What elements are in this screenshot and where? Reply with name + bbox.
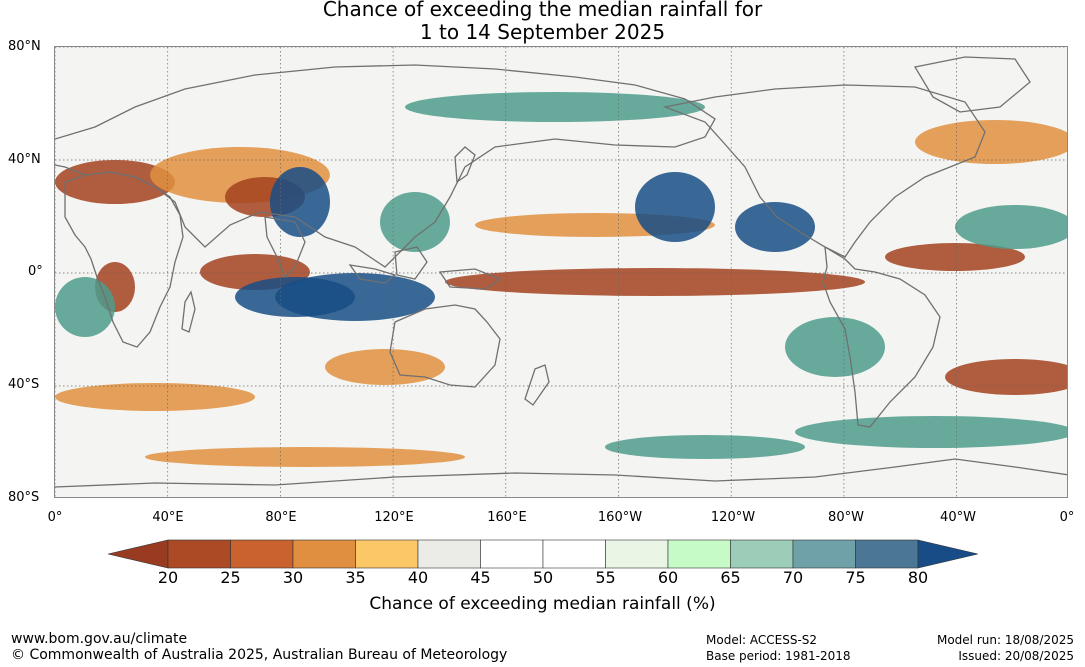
issued-date: Issued: 20/08/2025 [958, 649, 1074, 663]
antarctica-coastline [55, 458, 1067, 488]
lon-label-160e: 160°E [487, 510, 527, 525]
lon-label-40w: 40°W [940, 510, 976, 525]
colorbar-segment [292, 539, 356, 569]
lon-label-80e: 80°E [265, 510, 297, 525]
map-title-line-2: 1 to 14 September 2025 [419, 20, 666, 44]
mexico-wet-region [735, 202, 815, 252]
colorbar-segment [417, 539, 481, 569]
gulf-guinea-wet-region [55, 277, 115, 337]
colorbar-high-arrow [917, 539, 978, 569]
lon-label-160w: 160°W [597, 510, 643, 525]
colorbar-segment [542, 539, 606, 569]
colorbar-tick-label: 60 [657, 568, 679, 587]
se-asia-wet-region [380, 192, 450, 252]
north-america-coastline [662, 84, 986, 258]
colorbar-segment [792, 539, 856, 569]
new-zealand-coastline [524, 364, 550, 406]
rainfall-probability-field [55, 47, 1067, 497]
lon-label-120e: 120°E [374, 510, 414, 525]
australia-coastline [389, 304, 501, 388]
colorbar-tick-label: 55 [595, 568, 616, 587]
antarctic-wet-region [605, 435, 805, 459]
south-america-coastline [822, 245, 941, 428]
west-atlantic-wet-region [955, 205, 1067, 249]
model-run-date: Model run: 18/08/2025 [936, 633, 1074, 647]
lat-label-40n: 40°N [8, 152, 41, 167]
pacific-equator-dry-region [445, 268, 865, 296]
colorbar-segment [167, 539, 231, 569]
eurasia-coastline [55, 64, 716, 268]
maritime-wet-region [275, 273, 435, 321]
antarctic-dry-region [145, 447, 465, 467]
lat-label-equator: 0° [28, 264, 43, 279]
south-indian-dry-region [325, 349, 445, 385]
model-name: Model: ACCESS-S2 [706, 633, 818, 647]
rainfall-map [54, 46, 1068, 498]
colorbar-label: Chance of exceeding median rainfall (%) [369, 594, 716, 614]
copyright-text: © Commonwealth of Australia 2025, Austra… [11, 647, 508, 663]
coastlines [55, 56, 1067, 488]
colorbar-segment [855, 539, 919, 569]
colorbar-tick-label: 65 [720, 568, 741, 587]
colorbar-segment [730, 539, 794, 569]
colorbar [108, 539, 978, 569]
southern-ocean-dry-region [55, 383, 255, 411]
southern-ocean-wet-region [795, 416, 1067, 448]
colorbar-low-arrow [108, 539, 169, 569]
atlantic-equator-dry-region [885, 243, 1025, 271]
north-atlantic-dry-region [915, 120, 1067, 164]
colorbar-tick-label: 80 [907, 568, 929, 587]
colorbar-tick-label: 45 [470, 568, 491, 587]
se-pacific-wet-region [785, 317, 885, 377]
japan-coastline [454, 146, 476, 184]
colorbar-tick-label: 75 [845, 568, 866, 587]
lat-label-80n: 80°N [8, 39, 41, 54]
colorbar-segment [667, 539, 731, 569]
colorbar-tick-label: 30 [282, 568, 304, 587]
colorbar-tick-label: 25 [220, 568, 241, 587]
lon-label-0-right: 0° [1059, 510, 1075, 525]
website-link[interactable]: www.bom.gov.au/climate [11, 631, 188, 647]
lon-label-40e: 40°E [152, 510, 184, 525]
base-period: Base period: 1981-2018 [706, 649, 851, 663]
map-title-line-1: Chance of exceeding the median rainfall … [322, 0, 763, 21]
arctic-wet-region [405, 92, 705, 122]
new-guinea-coastline [438, 268, 502, 290]
greenland-coastline [913, 56, 1031, 113]
lon-label-0-left: 0° [47, 510, 63, 525]
colorbar-tick-label: 35 [345, 568, 366, 587]
probability-shading [55, 92, 1067, 467]
colorbar-segment [605, 539, 669, 569]
colorbar-segment [480, 539, 544, 569]
sumatra-coastline [348, 264, 397, 284]
south-atlantic-dry-region [945, 359, 1067, 395]
lon-label-80w: 80°W [828, 510, 864, 525]
colorbar-tick-label: 70 [782, 568, 804, 587]
central-asia-wet-region [270, 167, 330, 237]
india-coastline [264, 216, 306, 279]
colorbar-tick-label: 50 [532, 568, 554, 587]
lon-label-120w: 120°W [710, 510, 756, 525]
colorbar-tick-label: 20 [157, 568, 179, 587]
lat-label-40s: 40°S [8, 377, 40, 392]
borneo-coastline [394, 246, 428, 280]
madagascar-coastline [181, 290, 196, 333]
ne-pacific-wet-region [635, 172, 715, 242]
colorbar-segment [355, 539, 419, 569]
colorbar-tick-label: 40 [407, 568, 429, 587]
lat-label-80s: 80°S [8, 490, 40, 505]
graticule [55, 47, 1067, 497]
colorbar-segment [230, 539, 294, 569]
nw-africa-dry-region [55, 160, 175, 204]
